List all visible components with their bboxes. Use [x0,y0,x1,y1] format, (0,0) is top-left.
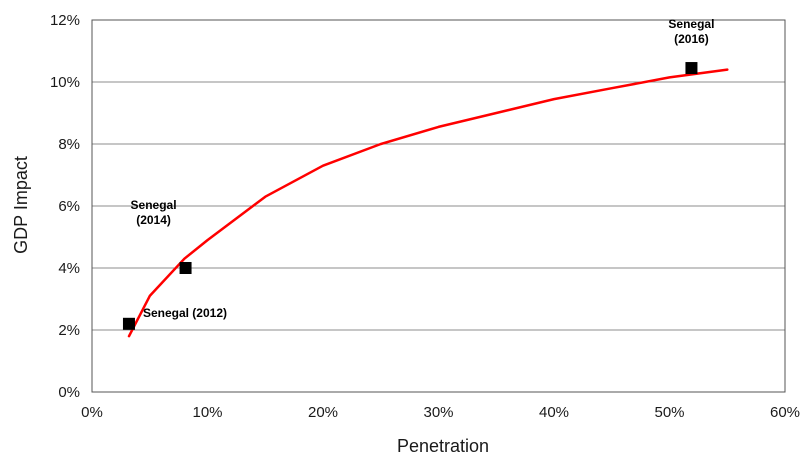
y-tick-label: 0% [58,384,80,401]
data-point [179,262,192,274]
y-tick-label: 8% [58,136,80,153]
y-axis-title: GDP Impact [11,156,31,254]
y-tick-label: 10% [50,74,80,91]
point-annotation: (2014) [136,213,171,227]
x-tick-label: 50% [654,404,684,421]
point-annotations: Senegal (2012)Senegal(2014)Senegal(2016) [131,17,715,320]
y-tick-label: 4% [58,260,80,277]
x-axis-title: Penetration [397,436,489,456]
point-annotation: Senegal [668,17,714,31]
x-tick-labels: 0% 10% 20% 30% 40% 50% 60% [81,404,800,421]
data-points [122,62,698,330]
x-tick-label: 40% [539,404,569,421]
x-tick-label: 10% [192,404,222,421]
data-point [685,62,698,75]
y-tick-label: 2% [58,322,80,339]
plot-area-frame [91,19,786,393]
x-tick-label: 0% [81,404,103,421]
trend-line-layer [127,68,729,338]
y-tick-label: 12% [50,12,80,29]
point-annotation: Senegal (2012) [143,306,227,320]
y-tick-labels: 0% 2% 4% 6% 8% 10% 12% [50,12,80,401]
trend-line [127,68,729,338]
x-tick-label: 20% [308,404,338,421]
y-tick-label: 6% [58,198,80,215]
point-annotation: (2016) [674,32,709,46]
point-annotation: Senegal [131,198,177,212]
x-tick-label: 30% [423,404,453,421]
x-tick-label: 60% [770,404,800,421]
data-point [122,317,135,330]
